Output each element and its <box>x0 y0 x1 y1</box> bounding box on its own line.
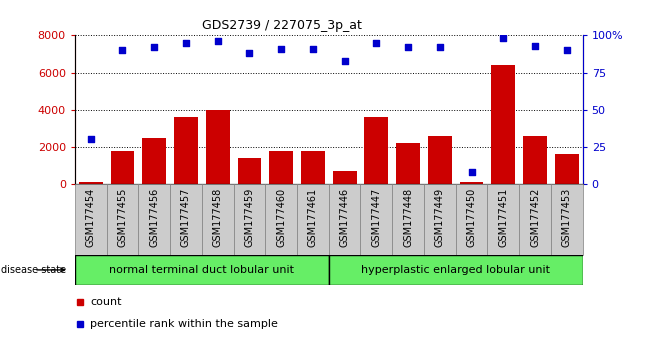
Text: GSM177459: GSM177459 <box>244 188 255 247</box>
Point <box>149 45 159 50</box>
Bar <box>75 184 107 255</box>
Text: GSM177451: GSM177451 <box>498 188 508 247</box>
Point <box>466 169 477 175</box>
Text: GSM177457: GSM177457 <box>181 188 191 247</box>
Point <box>85 137 96 142</box>
Text: GSM177454: GSM177454 <box>86 188 96 247</box>
Point <box>308 46 318 52</box>
Bar <box>392 184 424 255</box>
Text: GSM177458: GSM177458 <box>213 188 223 247</box>
Bar <box>333 171 357 184</box>
Point <box>117 47 128 53</box>
Bar <box>107 184 138 255</box>
Bar <box>202 184 234 255</box>
Bar <box>551 184 583 255</box>
Bar <box>270 151 293 184</box>
Bar <box>297 184 329 255</box>
Bar <box>424 184 456 255</box>
Bar <box>396 143 420 184</box>
Point <box>339 58 350 63</box>
Text: disease state: disease state <box>1 265 66 275</box>
Point <box>562 47 572 53</box>
Text: GSM177449: GSM177449 <box>435 188 445 247</box>
Bar <box>111 151 134 184</box>
Bar <box>361 184 392 255</box>
Text: GSM177453: GSM177453 <box>562 188 572 247</box>
Bar <box>519 184 551 255</box>
Point <box>181 40 191 46</box>
Bar <box>234 184 266 255</box>
Bar <box>206 110 230 184</box>
Point <box>244 50 255 56</box>
Point <box>371 40 381 46</box>
Text: GSM177455: GSM177455 <box>117 188 128 247</box>
Bar <box>238 158 261 184</box>
Bar <box>365 117 388 184</box>
Point <box>530 43 540 48</box>
Bar <box>170 184 202 255</box>
Bar <box>492 65 515 184</box>
Text: GSM177450: GSM177450 <box>467 188 477 247</box>
Text: GSM177456: GSM177456 <box>149 188 159 247</box>
Bar <box>329 255 583 285</box>
Bar <box>428 136 452 184</box>
Bar <box>555 154 579 184</box>
Text: count: count <box>90 297 122 307</box>
Text: GSM177461: GSM177461 <box>308 188 318 247</box>
Point <box>212 39 223 44</box>
Bar <box>139 184 170 255</box>
Text: GSM177460: GSM177460 <box>276 188 286 247</box>
Text: GSM177452: GSM177452 <box>530 188 540 247</box>
Bar <box>143 138 166 184</box>
Point <box>435 45 445 50</box>
Bar <box>488 184 519 255</box>
Point <box>498 35 508 41</box>
Point <box>276 46 286 52</box>
Text: percentile rank within the sample: percentile rank within the sample <box>90 319 278 329</box>
Bar <box>523 136 547 184</box>
Bar <box>79 182 103 184</box>
Bar <box>460 182 484 184</box>
Text: GSM177446: GSM177446 <box>340 188 350 247</box>
Text: hyperplastic enlarged lobular unit: hyperplastic enlarged lobular unit <box>361 265 550 275</box>
Text: normal terminal duct lobular unit: normal terminal duct lobular unit <box>109 265 294 275</box>
Text: GDS2739 / 227075_3p_at: GDS2739 / 227075_3p_at <box>202 19 362 32</box>
Bar <box>301 151 325 184</box>
Bar <box>266 184 297 255</box>
Bar <box>174 117 198 184</box>
Bar <box>456 184 488 255</box>
Bar <box>75 255 329 285</box>
Text: GSM177448: GSM177448 <box>403 188 413 247</box>
Bar <box>329 184 361 255</box>
Point <box>403 45 413 50</box>
Text: GSM177447: GSM177447 <box>371 188 381 247</box>
